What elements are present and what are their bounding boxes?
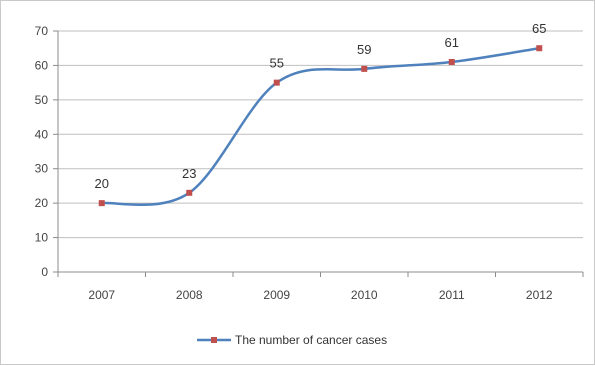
legend-marker-swatch bbox=[211, 337, 217, 343]
legend: The number of cancer cases bbox=[197, 333, 387, 347]
y-tick-label-60: 60 bbox=[35, 58, 49, 72]
x-tick-labels: 2007 2008 2009 2010 2011 2012 bbox=[88, 288, 553, 302]
data-point-2012 bbox=[536, 45, 543, 52]
data-point-2011 bbox=[448, 58, 455, 65]
x-tick-label-2009: 2009 bbox=[263, 288, 290, 302]
data-labels: 20 23 55 59 61 65 bbox=[95, 21, 547, 191]
y-tick-label-20: 20 bbox=[35, 196, 49, 210]
y-tick-label-70: 70 bbox=[35, 24, 49, 38]
grid-lines bbox=[58, 30, 583, 239]
data-label-2012: 65 bbox=[532, 21, 546, 36]
x-tick-label-2007: 2007 bbox=[88, 288, 115, 302]
data-point-2008 bbox=[186, 189, 193, 196]
data-label-2011: 61 bbox=[445, 35, 459, 50]
x-tick-label-2012: 2012 bbox=[526, 288, 553, 302]
y-tick-label-30: 30 bbox=[35, 162, 49, 176]
legend-entry-label: The number of cancer cases bbox=[235, 333, 387, 347]
axes bbox=[53, 30, 584, 277]
y-tick-label-10: 10 bbox=[35, 231, 49, 245]
x-tick-label-2008: 2008 bbox=[176, 288, 203, 302]
y-tick-label-50: 50 bbox=[35, 93, 49, 107]
y-tick-labels: 0 10 20 30 40 50 60 70 bbox=[35, 24, 49, 279]
x-tick-label-2011: 2011 bbox=[439, 288, 465, 302]
data-label-2009: 55 bbox=[270, 56, 284, 71]
series-layer bbox=[98, 45, 543, 207]
y-tick-label-40: 40 bbox=[35, 127, 49, 141]
data-label-2010: 59 bbox=[357, 42, 371, 57]
data-point-2009 bbox=[273, 79, 280, 86]
data-point-2007 bbox=[98, 200, 105, 207]
data-label-2008: 23 bbox=[182, 166, 196, 181]
series-line bbox=[101, 46, 540, 207]
x-tick-label-2010: 2010 bbox=[351, 288, 378, 302]
data-label-2007: 20 bbox=[95, 176, 109, 191]
data-point-2010 bbox=[361, 65, 368, 72]
y-tick-label-0: 0 bbox=[41, 265, 48, 279]
